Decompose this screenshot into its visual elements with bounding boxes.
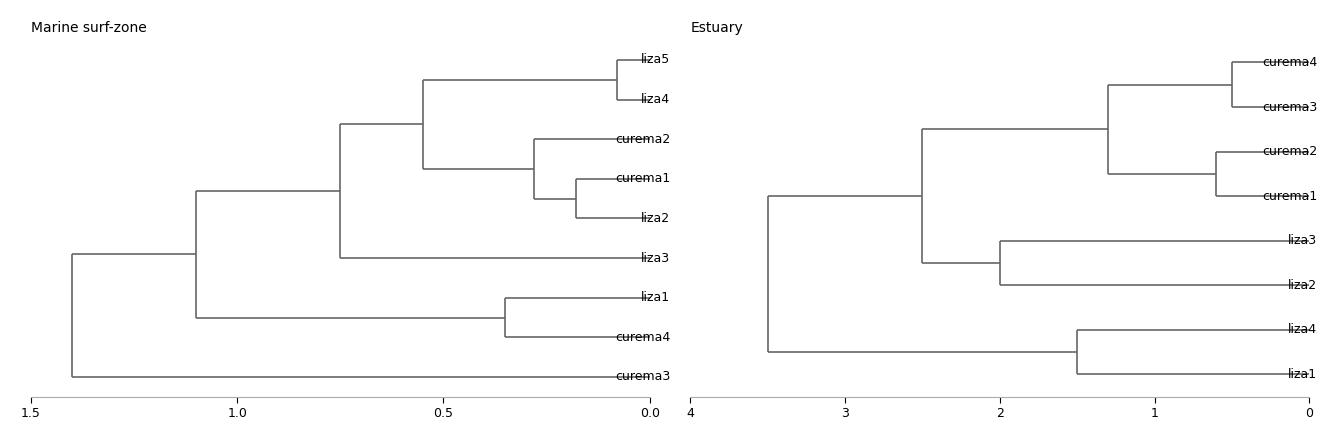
Text: Estuary: Estuary bbox=[691, 21, 743, 35]
Text: liza4: liza4 bbox=[641, 93, 671, 106]
Text: curema4: curema4 bbox=[1261, 56, 1317, 69]
Text: curema4: curema4 bbox=[615, 331, 671, 344]
Text: curema2: curema2 bbox=[1261, 145, 1317, 158]
Text: curema1: curema1 bbox=[1261, 190, 1317, 203]
Text: curema2: curema2 bbox=[615, 133, 671, 146]
Text: curema1: curema1 bbox=[615, 172, 671, 185]
Text: liza4: liza4 bbox=[1288, 323, 1317, 336]
Text: liza1: liza1 bbox=[1288, 368, 1317, 381]
Text: liza2: liza2 bbox=[641, 212, 671, 225]
Text: liza3: liza3 bbox=[641, 251, 671, 265]
Text: liza3: liza3 bbox=[1288, 234, 1317, 247]
Text: liza2: liza2 bbox=[1288, 279, 1317, 292]
Text: curema3: curema3 bbox=[615, 370, 671, 383]
Text: curema3: curema3 bbox=[1261, 101, 1317, 113]
Text: liza1: liza1 bbox=[641, 291, 671, 304]
Text: Marine surf-zone: Marine surf-zone bbox=[31, 21, 147, 35]
Text: liza5: liza5 bbox=[641, 53, 671, 67]
